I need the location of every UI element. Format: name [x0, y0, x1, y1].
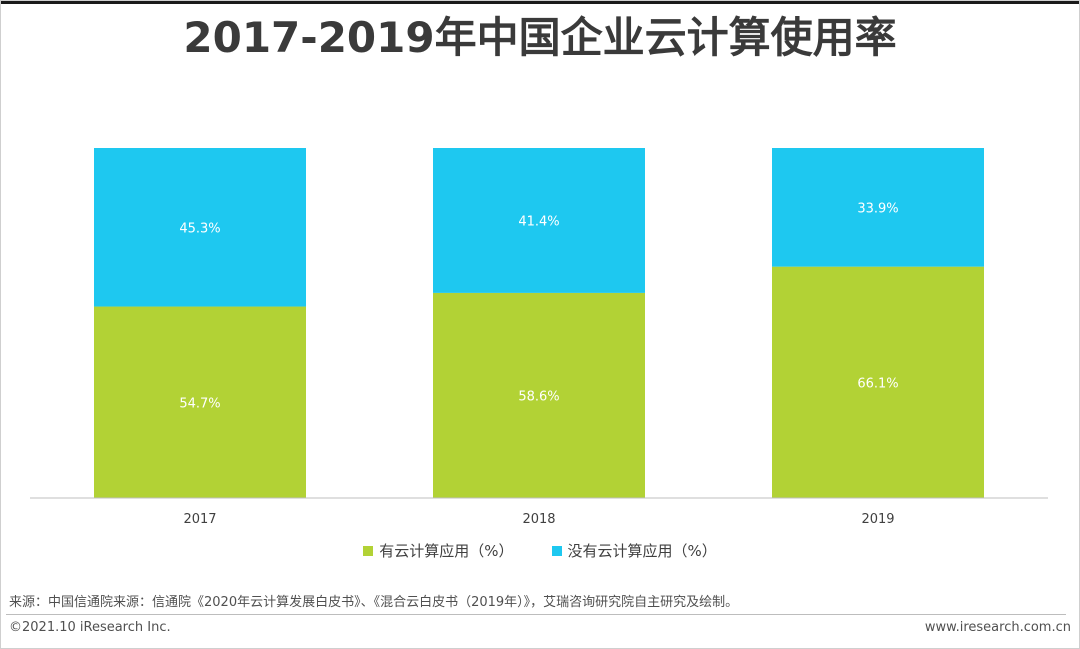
legend-item-used: 有云计算应用（%）: [363, 540, 514, 561]
bar-2018-series-1: [433, 148, 645, 293]
bar-2018-series-0: [433, 292, 645, 498]
data-label-2017-series-0: 54.7%: [179, 396, 220, 411]
copyright-text: ©2021.10 iResearch Inc.: [9, 620, 171, 635]
website-link[interactable]: www.iresearch.com.cn: [924, 620, 1071, 635]
data-label-2018-series-0: 58.6%: [518, 389, 559, 404]
legend-label-used: 有云计算应用（%）: [379, 542, 514, 560]
chart-title: 2017-2019年中国企业云计算使用率: [183, 13, 897, 62]
footer-divider: [6, 614, 1066, 615]
legend-item-not-used: 没有云计算应用（%）: [551, 540, 717, 561]
bar-2019-series-1: [772, 148, 984, 267]
x-tick-label-2019: 2019: [861, 512, 894, 527]
bar-2017-series-0: [94, 306, 306, 498]
legend-label-not-used: 没有云计算应用（%）: [567, 542, 717, 560]
data-label-2017-series-1: 45.3%: [179, 221, 220, 236]
chart-legend: 有云计算应用（%） 没有云计算应用（%）: [0, 540, 1080, 561]
legend-swatch-not-used: [551, 545, 562, 556]
bar-2017-series-1: [94, 148, 306, 307]
legend-swatch-used: [363, 545, 374, 556]
bars-layer: 54.7% 45.3% 58.6% 41.4% 66.1% 33.9%: [94, 148, 984, 498]
data-label-2019-series-0: 66.1%: [857, 376, 898, 391]
source-note: 来源：中国信通院来源：信通院《2020年云计算发展白皮书》、《混合云白皮书（20…: [9, 595, 739, 610]
stacked-bar-chart: 54.7%45.3%58.6%41.4%66.1%33.9% 2017 2018 2…: [30, 148, 1048, 527]
x-tick-label-2017: 2017: [183, 512, 216, 527]
x-tick-label-2018: 2018: [522, 512, 555, 527]
x-tick-labels: 2017 2018 2019: [183, 512, 894, 527]
data-label-2019-series-1: 33.9%: [857, 201, 898, 216]
bar-2019-series-0: [772, 266, 984, 498]
top-border-strip: [0, 0, 1080, 4]
data-label-2018-series-1: 41.4%: [518, 214, 559, 229]
